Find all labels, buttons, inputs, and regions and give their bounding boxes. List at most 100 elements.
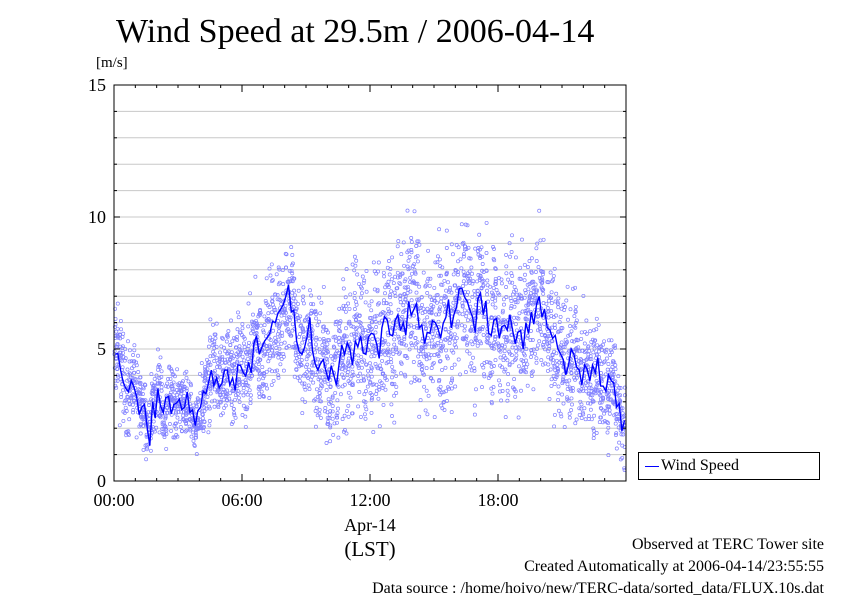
data-point	[526, 265, 530, 270]
data-point	[546, 298, 551, 303]
data-point	[569, 329, 574, 334]
data-point	[370, 337, 375, 341]
data-point	[552, 266, 557, 271]
data-point	[119, 327, 124, 332]
data-point	[121, 331, 126, 336]
data-point	[252, 360, 257, 365]
data-point	[222, 345, 226, 350]
data-point	[364, 269, 369, 273]
data-point	[614, 431, 619, 436]
data-point	[453, 339, 458, 344]
data-point	[227, 396, 232, 401]
data-point	[184, 428, 189, 433]
data-point	[439, 403, 444, 408]
data-point	[290, 328, 295, 333]
data-point	[163, 424, 168, 429]
data-point	[302, 381, 307, 386]
data-point	[114, 385, 119, 390]
data-point	[466, 245, 471, 250]
data-point	[357, 281, 361, 286]
data-point	[165, 410, 170, 415]
data-point	[482, 361, 487, 365]
data-point	[134, 360, 139, 365]
data-point	[313, 424, 318, 429]
data-point	[514, 353, 519, 358]
data-point	[341, 277, 346, 282]
data-point	[128, 402, 132, 407]
data-point	[478, 273, 483, 278]
data-point	[159, 385, 164, 390]
data-point	[561, 344, 566, 349]
data-point	[371, 260, 376, 265]
data-point	[517, 364, 521, 369]
data-point	[115, 342, 120, 347]
data-point	[121, 418, 126, 423]
data-point	[382, 311, 387, 316]
data-point	[386, 311, 391, 316]
data-point	[411, 264, 416, 268]
data-point	[513, 322, 518, 327]
data-point	[328, 425, 333, 430]
data-point	[118, 344, 123, 349]
data-point	[387, 259, 391, 263]
data-point	[493, 266, 498, 271]
data-point	[454, 345, 458, 350]
data-point	[358, 284, 363, 289]
data-point	[385, 350, 390, 355]
data-point	[342, 413, 347, 418]
data-point	[462, 308, 467, 313]
data-point	[208, 317, 213, 322]
data-point	[388, 293, 393, 298]
data-point	[491, 292, 496, 297]
data-point	[482, 372, 486, 377]
data-point	[309, 311, 314, 316]
data-point	[167, 422, 172, 426]
data-point	[276, 375, 281, 380]
data-point	[331, 335, 336, 340]
data-point	[269, 382, 274, 387]
data-point	[360, 330, 365, 335]
data-point	[472, 288, 477, 293]
data-point	[163, 416, 168, 421]
data-point	[342, 364, 347, 369]
data-point	[196, 400, 200, 404]
data-point	[357, 313, 362, 318]
data-point	[115, 378, 120, 383]
data-point	[489, 316, 494, 320]
data-point	[444, 228, 449, 233]
data-point	[396, 307, 401, 312]
data-point	[523, 290, 528, 295]
data-point	[461, 254, 466, 259]
data-point	[468, 329, 473, 333]
data-point	[282, 340, 287, 345]
data-point	[346, 367, 351, 371]
data-point	[491, 385, 496, 390]
data-point	[437, 388, 442, 393]
data-point	[377, 424, 382, 429]
data-point	[435, 300, 439, 305]
data-point	[273, 292, 278, 297]
data-point	[131, 408, 136, 412]
data-point	[335, 411, 340, 416]
data-point	[391, 281, 396, 286]
data-point	[257, 395, 262, 400]
data-point	[617, 440, 622, 445]
data-point	[415, 281, 420, 286]
data-point	[425, 291, 430, 295]
data-point	[610, 365, 615, 369]
data-point	[363, 328, 368, 333]
data-point	[228, 343, 233, 348]
data-point	[481, 324, 485, 329]
data-point	[520, 309, 525, 314]
data-point	[409, 250, 414, 255]
data-point	[207, 406, 212, 411]
data-point	[233, 365, 237, 370]
data-point	[604, 356, 609, 361]
data-point	[470, 281, 475, 286]
data-point	[154, 425, 159, 430]
data-point	[504, 264, 509, 269]
data-point	[522, 262, 527, 267]
data-point	[574, 417, 579, 422]
data-point	[493, 305, 498, 310]
data-point	[565, 395, 570, 400]
